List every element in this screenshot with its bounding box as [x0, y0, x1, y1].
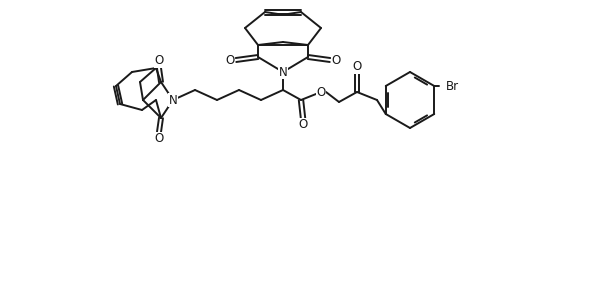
Text: O: O: [155, 54, 163, 67]
Text: O: O: [155, 133, 163, 146]
Text: O: O: [316, 85, 326, 98]
Text: O: O: [352, 61, 362, 74]
Text: N: N: [278, 65, 287, 78]
Text: O: O: [332, 54, 340, 67]
Text: O: O: [299, 118, 307, 131]
Text: N: N: [169, 94, 178, 107]
Text: O: O: [225, 54, 235, 67]
Text: Br: Br: [446, 80, 460, 92]
